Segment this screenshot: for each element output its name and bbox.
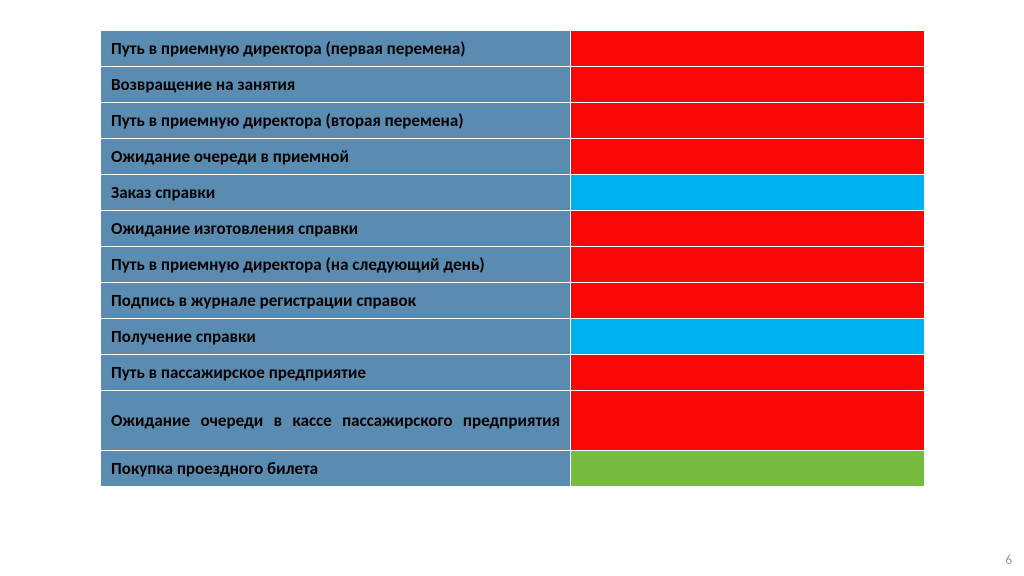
table-row: Покупка проездного билета — [101, 451, 925, 487]
table-row: Возвращение на занятия — [101, 67, 925, 103]
row-status — [571, 103, 925, 139]
row-label: Возвращение на занятия — [101, 67, 571, 103]
table-row: Путь в приемную директора (вторая переме… — [101, 103, 925, 139]
slide: Путь в приемную директора (первая переме… — [0, 0, 1024, 576]
table-row: Получение справки — [101, 319, 925, 355]
table-row: Путь в приемную директора (на следующий … — [101, 247, 925, 283]
row-status — [571, 175, 925, 211]
table-row: Путь в пассажирское предприятие — [101, 355, 925, 391]
status-table: Путь в приемную директора (первая переме… — [100, 30, 925, 487]
row-label: Путь в приемную директора (на следующий … — [101, 247, 571, 283]
row-label: Ожидание изготовления справки — [101, 211, 571, 247]
row-status — [571, 211, 925, 247]
table-row: Подпись в журнале регистрации справок — [101, 283, 925, 319]
row-label: Путь в приемную директора (первая переме… — [101, 31, 571, 67]
status-table-container: Путь в приемную директора (первая переме… — [100, 30, 924, 487]
row-status — [571, 67, 925, 103]
page-number: 6 — [1005, 553, 1012, 568]
row-label: Путь в приемную директора (вторая переме… — [101, 103, 571, 139]
table-row: Заказ справки — [101, 175, 925, 211]
row-status — [571, 31, 925, 67]
table-row: Ожидание очереди в кассе пассажирского п… — [101, 391, 925, 451]
row-status — [571, 391, 925, 451]
row-label: Покупка проездного билета — [101, 451, 571, 487]
row-label: Ожидание очереди в приемной — [101, 139, 571, 175]
row-label: Заказ справки — [101, 175, 571, 211]
row-label: Путь в пассажирское предприятие — [101, 355, 571, 391]
table-row: Ожидание изготовления справки — [101, 211, 925, 247]
row-label: Подпись в журнале регистрации справок — [101, 283, 571, 319]
row-status — [571, 319, 925, 355]
row-status — [571, 139, 925, 175]
row-status — [571, 283, 925, 319]
table-row: Ожидание очереди в приемной — [101, 139, 925, 175]
row-label: Ожидание очереди в кассе пассажирского п… — [101, 391, 571, 451]
row-status — [571, 451, 925, 487]
row-status — [571, 247, 925, 283]
row-status — [571, 355, 925, 391]
row-label: Получение справки — [101, 319, 571, 355]
table-row: Путь в приемную директора (первая переме… — [101, 31, 925, 67]
